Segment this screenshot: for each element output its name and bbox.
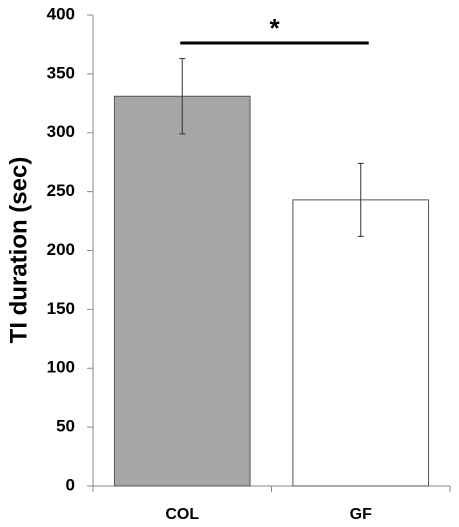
y-tick-label: 300	[47, 122, 75, 141]
y-tick-label: 0	[66, 475, 75, 494]
y-axis-label: TI duration (sec)	[5, 157, 32, 344]
y-tick-label: 50	[56, 417, 75, 436]
y-tick-label: 400	[47, 4, 75, 23]
bar	[292, 199, 430, 487]
y-tick-label: 150	[47, 299, 75, 318]
significance-star: *	[269, 13, 280, 43]
x-tick-label: COL	[165, 506, 199, 523]
x-tick-label: GF	[350, 506, 372, 523]
y-tick-label: 200	[47, 240, 75, 259]
bar	[113, 95, 251, 487]
y-tick-label: 100	[47, 358, 75, 377]
y-tick-label: 350	[47, 63, 75, 82]
y-tick-label: 250	[47, 181, 75, 200]
